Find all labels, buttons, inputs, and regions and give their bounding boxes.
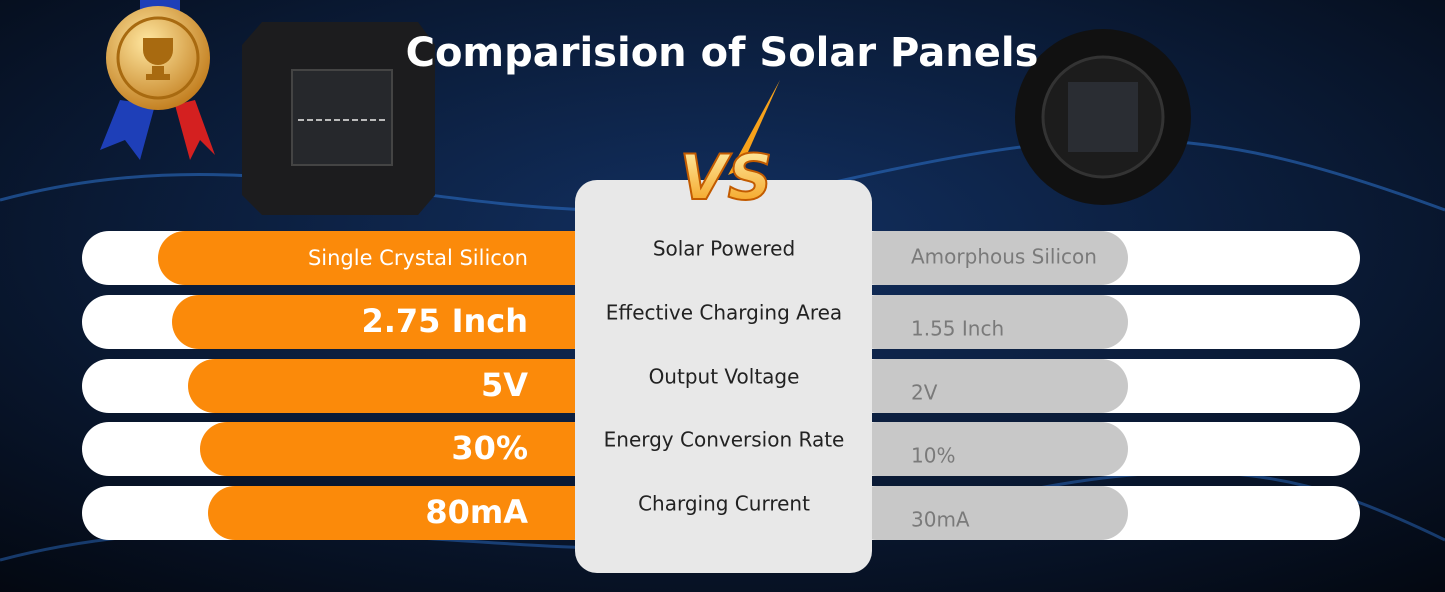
left-bar xyxy=(188,359,600,413)
right-value: 2V xyxy=(911,381,938,405)
feature-label: Solar Powered xyxy=(653,237,795,261)
left-bar xyxy=(172,295,600,349)
medal-icon xyxy=(100,0,215,160)
feature-label: Charging Current xyxy=(638,492,810,516)
feature-label: Effective Charging Area xyxy=(606,301,842,325)
center-card xyxy=(575,180,872,573)
title: Comparision of Solar Panels xyxy=(406,30,1039,76)
left-bar xyxy=(200,422,600,476)
right-bar xyxy=(850,359,1128,413)
spark xyxy=(728,80,780,175)
vs-label: VS xyxy=(680,141,773,214)
left-bar xyxy=(208,486,600,540)
right-value: Amorphous Silicon xyxy=(911,245,1097,269)
square-solar-light-image xyxy=(242,22,435,215)
round-solar-light-image xyxy=(1015,29,1191,205)
left-value: 30% xyxy=(451,429,528,467)
left-value: Single Crystal Silicon xyxy=(308,246,528,270)
left-bar xyxy=(158,231,600,285)
right-value: 10% xyxy=(911,444,955,468)
right-value: 1.55 Inch xyxy=(911,317,1004,341)
right-value: 30mA xyxy=(911,508,970,532)
feature-label: Energy Conversion Rate xyxy=(604,428,845,452)
right-bar xyxy=(850,422,1128,476)
right-bar xyxy=(850,295,1128,349)
right-bar xyxy=(850,486,1128,540)
left-value: 5V xyxy=(481,366,528,404)
left-value: 2.75 Inch xyxy=(361,302,528,340)
left-value: 80mA xyxy=(425,493,528,531)
feature-label: Output Voltage xyxy=(649,365,800,389)
right-bar xyxy=(850,231,1128,285)
